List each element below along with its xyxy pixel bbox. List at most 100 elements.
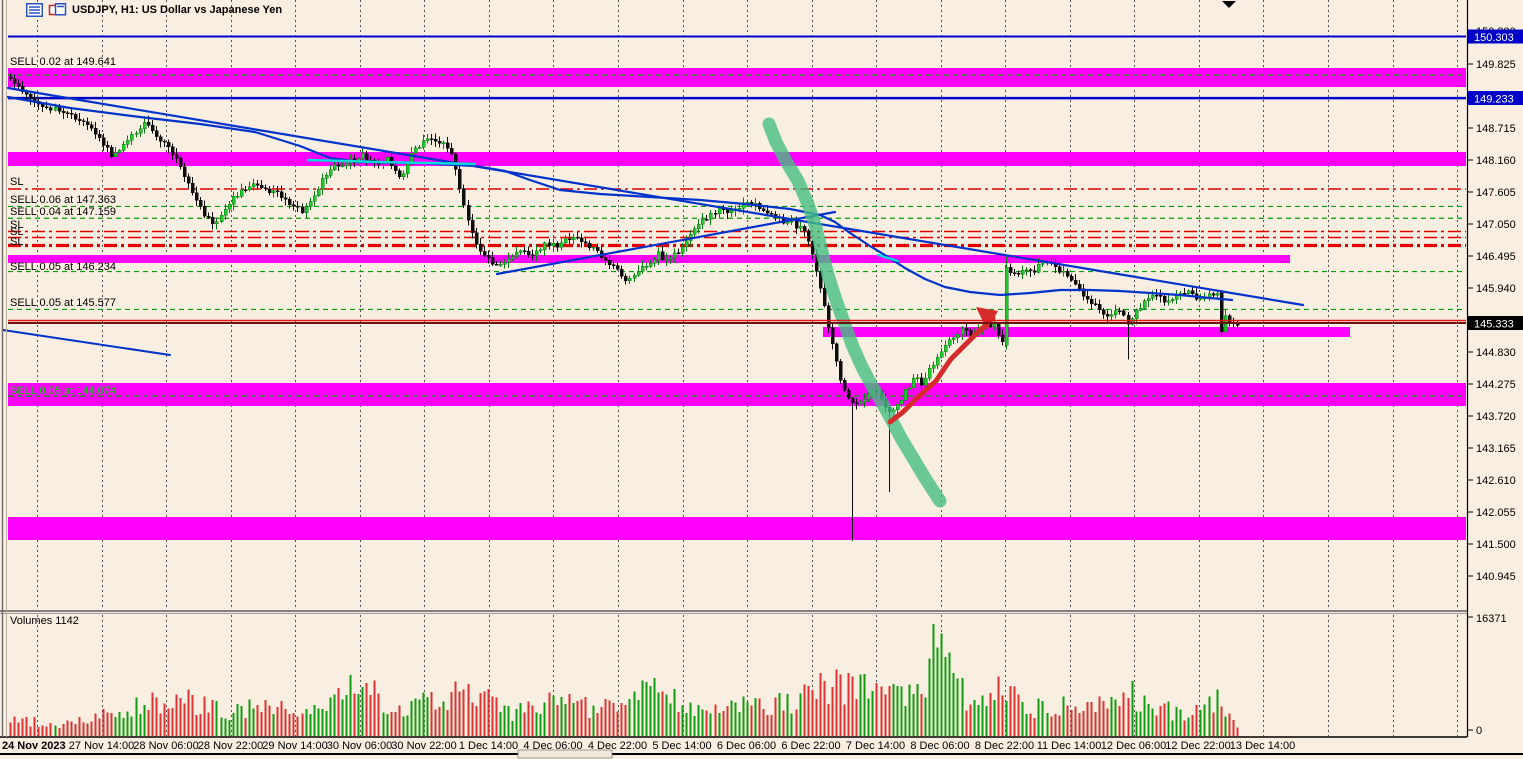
candle-body bbox=[146, 121, 151, 126]
volume-bar bbox=[827, 704, 830, 736]
candle-body bbox=[174, 154, 179, 159]
candle-body bbox=[595, 246, 600, 252]
magenta-band[interactable] bbox=[823, 327, 1350, 337]
volume-bar bbox=[110, 713, 113, 736]
price-axis[interactable]: 150.380149.825148.715148.160147.605147.0… bbox=[1467, 26, 1523, 737]
candle-body bbox=[627, 277, 632, 282]
volume-bar bbox=[507, 705, 510, 736]
candle-body bbox=[1134, 309, 1139, 319]
volume-bar bbox=[981, 695, 984, 736]
candle-body bbox=[575, 236, 580, 239]
candle-body bbox=[708, 212, 713, 220]
chart-windows-icon[interactable] bbox=[48, 3, 67, 16]
magenta-band[interactable] bbox=[8, 517, 1466, 540]
red-arrow-drawing[interactable] bbox=[887, 315, 996, 425]
volume-bar bbox=[503, 705, 506, 736]
trendline-ascending[interactable] bbox=[495, 210, 837, 276]
volume-bar bbox=[718, 713, 721, 736]
volume-bar bbox=[1102, 700, 1105, 736]
candles bbox=[8, 72, 1240, 542]
candle-body bbox=[1036, 263, 1041, 273]
candle-body bbox=[138, 128, 143, 134]
scrollbar-thumb[interactable] bbox=[517, 749, 613, 759]
volume-bar bbox=[232, 712, 235, 736]
candle-body bbox=[939, 351, 944, 358]
candle-body bbox=[93, 127, 98, 135]
volume-bar bbox=[353, 693, 356, 736]
volume-bar bbox=[977, 705, 980, 736]
volume-bar bbox=[272, 714, 275, 736]
magenta-band[interactable] bbox=[8, 383, 1466, 406]
volume-bar bbox=[1183, 720, 1186, 736]
volume-bar bbox=[288, 714, 291, 736]
volume-bar bbox=[305, 709, 308, 736]
candle-body bbox=[737, 207, 742, 210]
candle-body bbox=[518, 250, 523, 253]
volume-bar bbox=[916, 684, 919, 736]
volume-bar bbox=[932, 624, 935, 736]
stop-loss-label: SL bbox=[10, 219, 24, 231]
volume-bar bbox=[799, 693, 802, 736]
volume-bar bbox=[1208, 696, 1211, 736]
candle-body bbox=[1016, 272, 1021, 275]
volume-bar bbox=[564, 703, 567, 736]
candle-body bbox=[919, 377, 924, 386]
volume-bar bbox=[220, 717, 223, 736]
candle-body bbox=[113, 152, 118, 158]
volume-bar bbox=[102, 708, 105, 736]
list-icon[interactable] bbox=[26, 3, 43, 17]
candle-body bbox=[275, 190, 280, 193]
candle-body bbox=[1130, 318, 1135, 325]
candle-body bbox=[117, 150, 122, 154]
candle-body bbox=[931, 364, 936, 369]
volume-bar bbox=[900, 686, 903, 736]
time-tick: 7 Dec 14:00 bbox=[846, 740, 905, 752]
volume-bar bbox=[592, 705, 595, 736]
volume-bar bbox=[1054, 713, 1057, 736]
autoscroll-marker[interactable] bbox=[1222, 1, 1236, 8]
candle-body bbox=[789, 221, 794, 223]
magenta-band[interactable] bbox=[8, 255, 1290, 263]
volume-bar bbox=[681, 705, 684, 736]
volume-bar bbox=[770, 715, 773, 736]
volume-bar bbox=[884, 694, 887, 736]
time-axis[interactable]: 24 Nov 2023 27 Nov 14:00 28 Nov 06:00 28 No… bbox=[2, 740, 1295, 752]
candle-body bbox=[632, 274, 637, 279]
candle-body bbox=[344, 162, 349, 167]
volume-bar bbox=[183, 703, 186, 736]
volume-bar bbox=[317, 708, 320, 736]
volume-bar bbox=[908, 684, 911, 736]
candle-body bbox=[761, 208, 766, 212]
magenta-band[interactable] bbox=[8, 68, 1466, 87]
candle-body bbox=[478, 243, 483, 252]
time-tick: 13 Dec 14:00 bbox=[1230, 740, 1295, 752]
green-highlight-curve[interactable] bbox=[762, 117, 947, 508]
volume-axis-label: 16371 bbox=[1476, 613, 1507, 625]
candle-body bbox=[182, 166, 187, 177]
candle-body bbox=[538, 249, 543, 252]
volume-bar bbox=[118, 711, 121, 736]
volume-bar bbox=[333, 694, 336, 736]
candle-body bbox=[996, 323, 1001, 336]
volume-bar bbox=[653, 677, 656, 736]
volume-bar bbox=[616, 711, 619, 736]
price-tick: 144.830 bbox=[1476, 347, 1516, 359]
volume-bar bbox=[961, 677, 964, 736]
candle-body bbox=[53, 106, 58, 111]
candle-body bbox=[1113, 310, 1118, 315]
volume-bar bbox=[491, 696, 494, 736]
volume-bar bbox=[956, 678, 959, 736]
volume-bar bbox=[1090, 701, 1093, 736]
volume-bar bbox=[835, 669, 838, 736]
candle-body bbox=[105, 145, 110, 148]
price-tick: 149.825 bbox=[1476, 59, 1516, 71]
candle-body bbox=[486, 255, 491, 259]
trendline-left-segment[interactable] bbox=[2, 329, 171, 356]
candle-body bbox=[858, 401, 863, 404]
candle-body bbox=[1150, 294, 1155, 299]
magenta-band[interactable] bbox=[8, 152, 1466, 166]
volume-bar bbox=[90, 721, 93, 736]
volume-bar bbox=[685, 712, 688, 736]
